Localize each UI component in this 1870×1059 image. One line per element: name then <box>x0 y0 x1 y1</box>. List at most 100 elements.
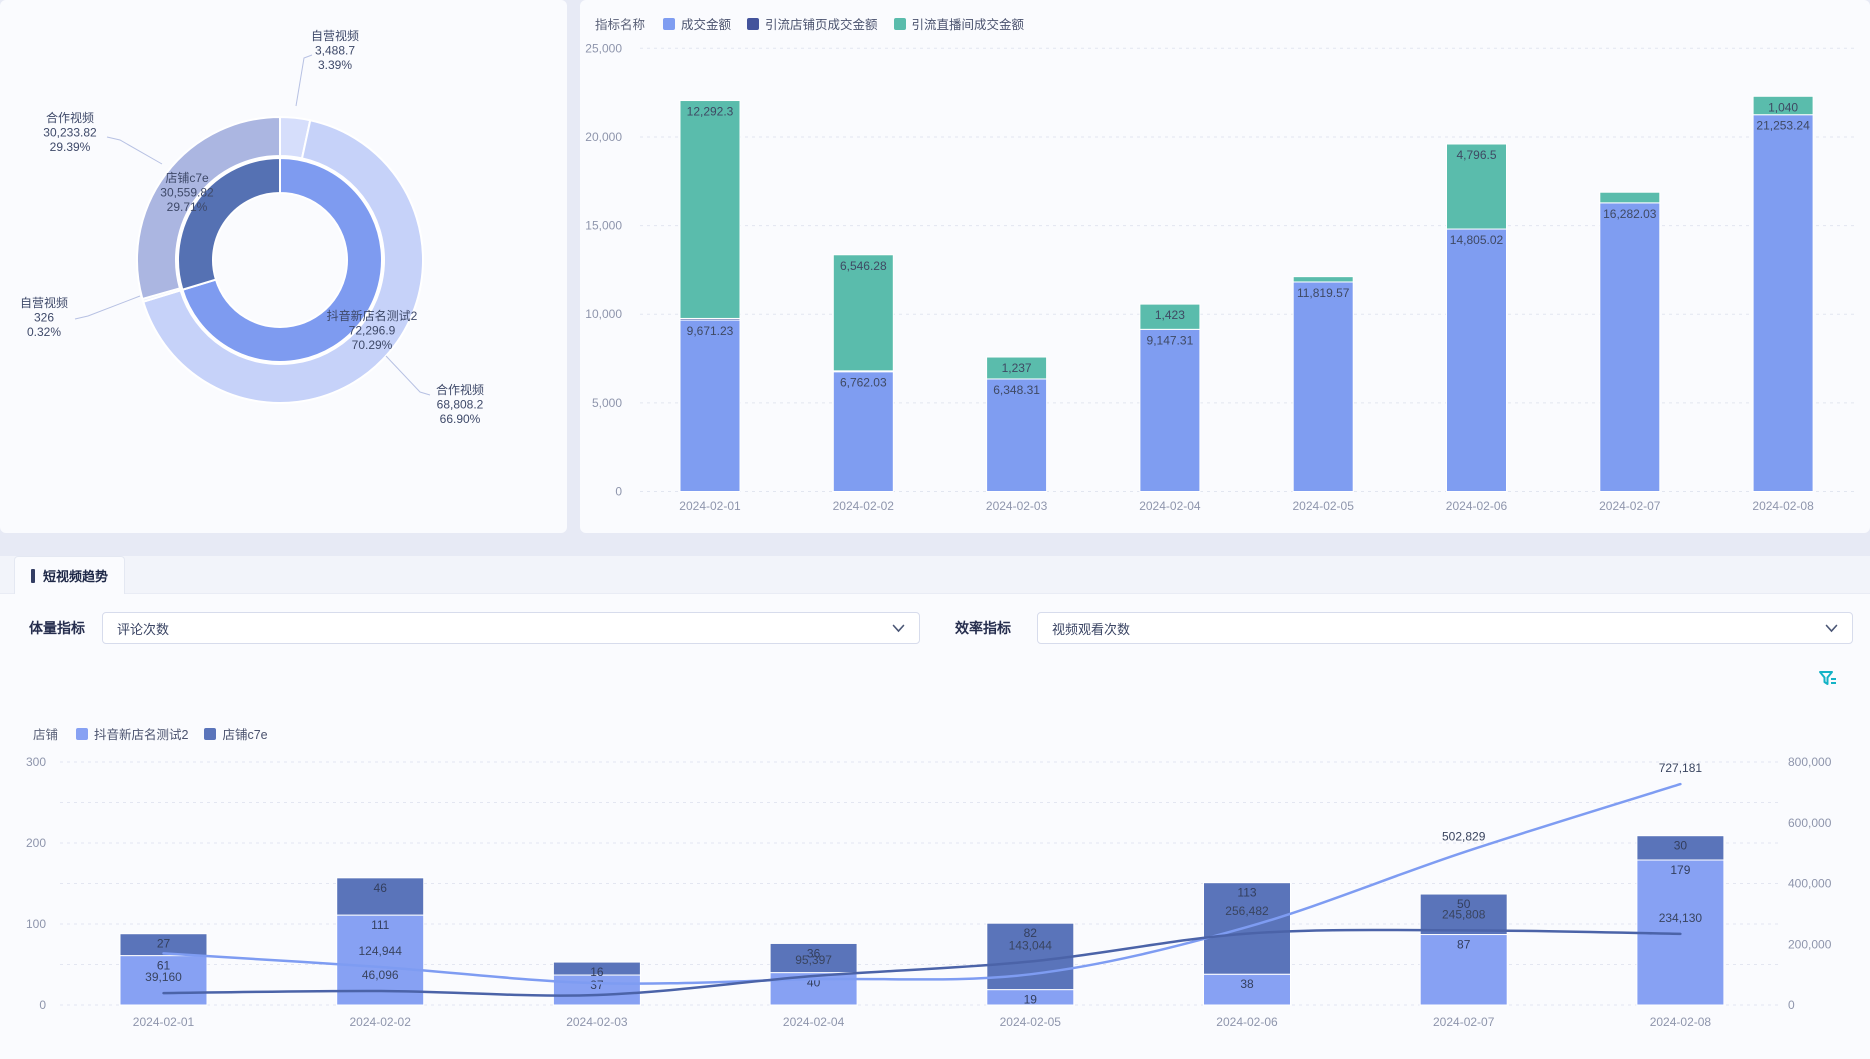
svg-text:15,000: 15,000 <box>585 219 622 233</box>
metrics-legend: 指标名称 成交金额 引流店铺页成交金额 引流直播间成交金额 <box>595 14 1024 33</box>
svg-text:2024-02-08: 2024-02-08 <box>1650 1015 1712 1029</box>
store-c7e-swatch <box>204 727 217 740</box>
svg-text:12,292.3: 12,292.3 <box>687 105 734 119</box>
tab-short-video-trend[interactable]: 短视频趋势 <box>14 556 126 594</box>
svg-text:300: 300 <box>26 755 46 769</box>
svg-text:256,482: 256,482 <box>1225 904 1269 918</box>
svg-text:600,000: 600,000 <box>1788 816 1832 830</box>
chevron-down-icon <box>892 624 905 632</box>
store-legend: 店铺 抖音新店名测试2 店铺c7e <box>33 724 268 743</box>
svg-text:5,000: 5,000 <box>592 396 622 410</box>
svg-text:2024-02-07: 2024-02-07 <box>1599 499 1661 513</box>
svg-text:6,348.31: 6,348.31 <box>993 383 1040 397</box>
svg-text:6,762.03: 6,762.03 <box>840 376 887 390</box>
legend-item-sales[interactable]: 成交金额 <box>663 14 731 33</box>
svg-text:179: 179 <box>1670 863 1690 877</box>
volume-metric-value: 评论次数 <box>117 621 170 637</box>
tab-marker-icon <box>31 568 35 583</box>
svg-text:2024-02-05: 2024-02-05 <box>1293 499 1355 513</box>
legend-label: 引流店铺页成交金额 <box>765 18 878 32</box>
svg-text:1,237: 1,237 <box>1002 361 1032 375</box>
svg-text:27: 27 <box>157 937 171 951</box>
live-room-sales-swatch <box>893 17 906 30</box>
sales-swatch <box>663 17 676 30</box>
store-test2-swatch <box>76 727 89 740</box>
svg-text:2024-02-03: 2024-02-03 <box>566 1015 628 1029</box>
svg-text:2024-02-04: 2024-02-04 <box>1139 499 1201 513</box>
svg-text:0: 0 <box>1788 998 1795 1012</box>
svg-text:36: 36 <box>807 946 821 960</box>
legend-label: 成交金额 <box>681 18 732 32</box>
svg-text:20,000: 20,000 <box>585 130 622 144</box>
svg-text:400,000: 400,000 <box>1788 877 1832 891</box>
svg-text:82: 82 <box>1024 926 1038 940</box>
svg-text:37: 37 <box>590 978 604 992</box>
short-video-trend-combo-chart[interactable]: 0 100 200 300 0 200,000 400,000 600,000 800,000 2… <box>0 700 1870 1059</box>
volume-metric-label: 体量指标 <box>29 620 85 636</box>
svg-text:2024-02-06: 2024-02-06 <box>1216 1015 1278 1029</box>
efficiency-metric-select[interactable]: 视频观看次数 <box>1037 612 1853 644</box>
svg-text:2024-02-08: 2024-02-08 <box>1752 499 1814 513</box>
svg-text:800,000: 800,000 <box>1788 755 1832 769</box>
efficiency-metric-value: 视频观看次数 <box>1052 621 1131 637</box>
svg-text:6,546.28: 6,546.28 <box>840 259 887 273</box>
volume-metric-select[interactable]: 评论次数 <box>102 612 920 644</box>
legend-label: 抖音新店名测试2 <box>94 728 189 742</box>
svg-text:0: 0 <box>39 998 46 1012</box>
svg-text:143,044: 143,044 <box>1009 939 1053 953</box>
daily-sales-stacked-bar-chart[interactable]: 0 5,000 10,000 15,000 20,000 25,000 9,671.23 12… <box>580 0 1870 533</box>
svg-text:39,160: 39,160 <box>145 970 182 984</box>
legend-item-shop-page-sales[interactable]: 引流店铺页成交金额 <box>747 14 878 33</box>
svg-text:727,181: 727,181 <box>1659 761 1703 775</box>
efficiency-metric-label: 效率指标 <box>955 620 1011 636</box>
legend-item-store-c7e[interactable]: 店铺c7e <box>204 724 268 743</box>
svg-text:1,040: 1,040 <box>1768 100 1798 114</box>
tab-label: 短视频趋势 <box>43 569 109 584</box>
svg-text:2024-02-01: 2024-02-01 <box>133 1015 195 1029</box>
svg-text:16: 16 <box>590 965 604 979</box>
legend-label: 店铺c7e <box>222 728 268 742</box>
svg-text:1,423: 1,423 <box>1155 308 1185 322</box>
chevron-down-icon <box>1825 624 1838 632</box>
svg-text:46: 46 <box>374 881 388 895</box>
svg-text:16,282.03: 16,282.03 <box>1603 207 1657 221</box>
svg-text:21,253.24: 21,253.24 <box>1756 119 1810 133</box>
legend-item-store-test2[interactable]: 抖音新店名测试2 <box>76 724 188 743</box>
svg-text:113: 113 <box>1237 886 1256 900</box>
svg-text:2024-02-07: 2024-02-07 <box>1433 1015 1495 1029</box>
svg-text:95,397: 95,397 <box>795 953 832 967</box>
legend-title: 店铺 <box>33 728 59 742</box>
legend-label: 引流直播间成交金额 <box>911 18 1025 32</box>
legend-title: 指标名称 <box>595 18 646 32</box>
store-sales-donut-chart[interactable]: 抖音新店名测试2 72,296.9 70.29% 店铺c7e 30,559.82 29.7… <box>0 0 567 533</box>
svg-text:200: 200 <box>26 836 46 850</box>
svg-text:87: 87 <box>1457 938 1471 952</box>
svg-text:38: 38 <box>1240 977 1254 991</box>
svg-text:61: 61 <box>157 959 171 973</box>
shop-page-sales-swatch <box>747 17 760 30</box>
svg-text:4,796.5: 4,796.5 <box>1456 148 1496 162</box>
svg-text:46,096: 46,096 <box>362 968 399 982</box>
svg-text:2024-02-03: 2024-02-03 <box>986 499 1048 513</box>
svg-text:2024-02-01: 2024-02-01 <box>679 499 741 513</box>
tab-bar: 短视频趋势 <box>0 556 1870 594</box>
daily-sales-card: 指标名称 成交金额 引流店铺页成交金额 引流直播间成交金额 0 5,000 10,0… <box>580 0 1870 533</box>
svg-text:111: 111 <box>371 918 390 932</box>
short-video-trend-section: 体量指标 评论次数 效率指标 视频观看次数 店铺 抖音新店名 <box>0 594 1870 1059</box>
legend-item-live-room-sales[interactable]: 引流直播间成交金额 <box>893 14 1025 33</box>
svg-text:2024-02-02: 2024-02-02 <box>833 499 895 513</box>
funnel-filter-icon[interactable] <box>1816 668 1840 692</box>
svg-text:0: 0 <box>615 485 622 499</box>
svg-text:11,819.57: 11,819.57 <box>1297 286 1350 300</box>
svg-text:10,000: 10,000 <box>585 307 622 321</box>
svg-text:40: 40 <box>807 976 821 990</box>
svg-text:25,000: 25,000 <box>585 41 622 55</box>
svg-text:2024-02-06: 2024-02-06 <box>1446 499 1508 513</box>
svg-text:30: 30 <box>1674 839 1688 853</box>
